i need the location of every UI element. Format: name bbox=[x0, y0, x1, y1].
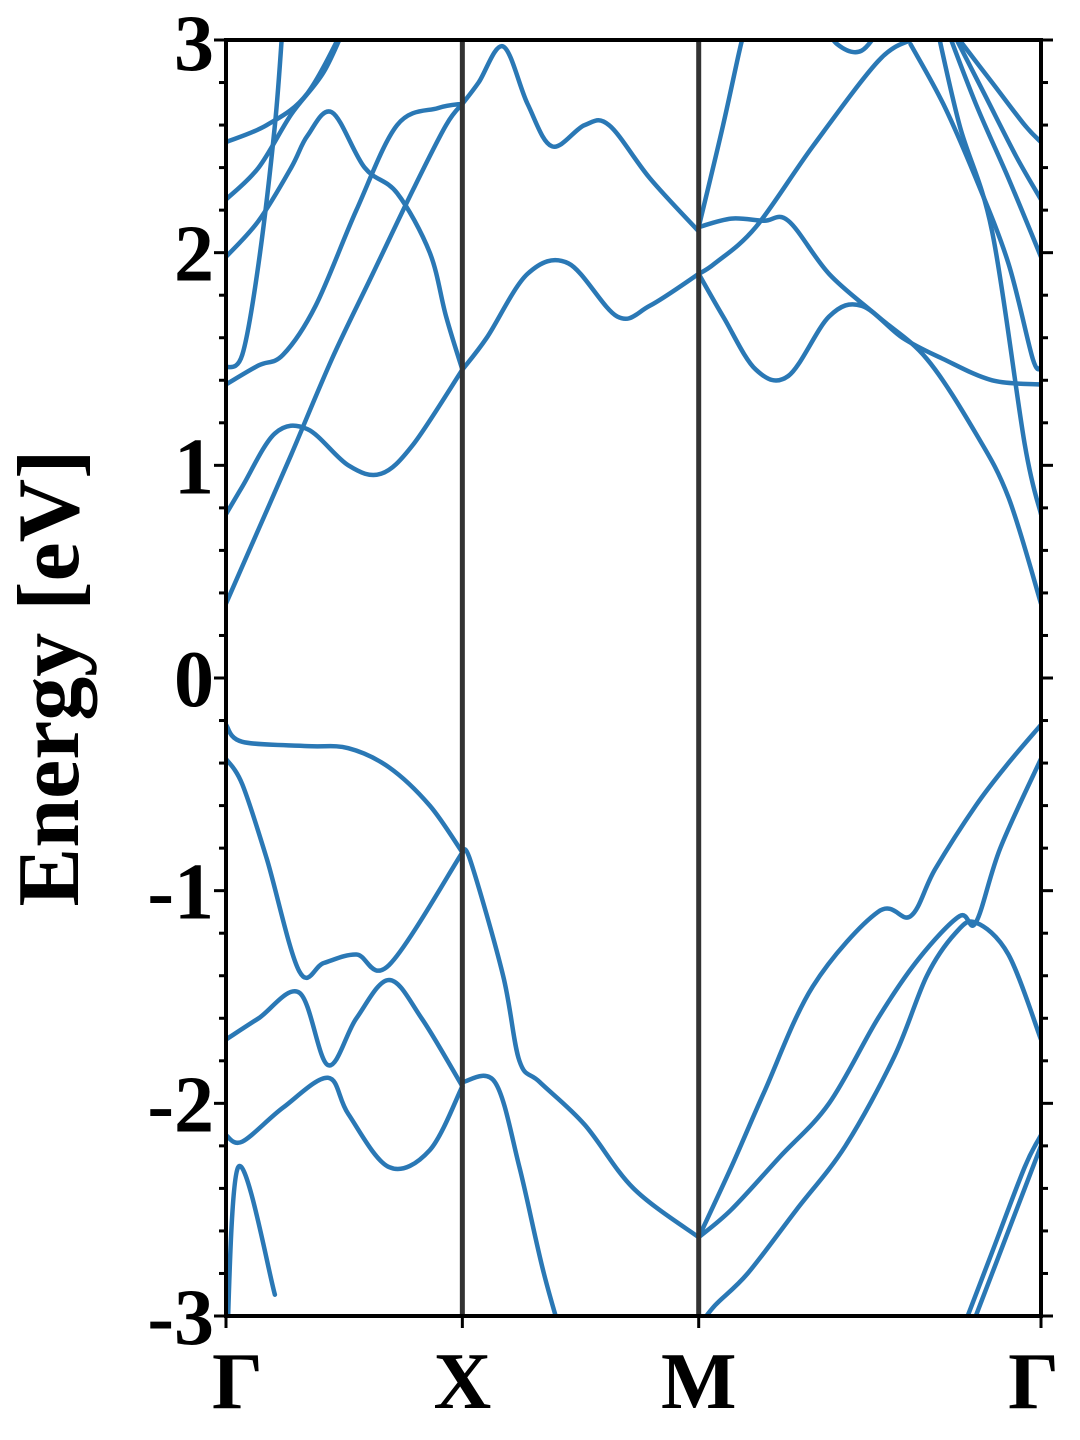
band-line-28 bbox=[948, 40, 1041, 260]
band-line-4 bbox=[226, 756, 465, 981]
band-line-13 bbox=[226, 101, 465, 606]
y-tick-label-5: 1 bbox=[174, 423, 214, 511]
band-line-14 bbox=[226, 367, 465, 517]
y-tick-label-2: -2 bbox=[147, 1061, 214, 1149]
x-tick-label-3: M bbox=[661, 1338, 737, 1426]
band-line-8 bbox=[703, 919, 1041, 1316]
band-line-27 bbox=[937, 40, 1041, 517]
band-line-11 bbox=[973, 1143, 1041, 1316]
band-line-20 bbox=[460, 257, 701, 372]
band-line-1 bbox=[226, 1163, 278, 1316]
band-line-2 bbox=[226, 1075, 465, 1172]
kpoint-lines-group bbox=[459, 40, 702, 1316]
y-tick-label-6: 2 bbox=[174, 211, 214, 299]
band-line-10 bbox=[696, 722, 1041, 1240]
band-line-29 bbox=[954, 40, 1041, 202]
band-line-12 bbox=[965, 1132, 1041, 1316]
band-line-6 bbox=[460, 847, 701, 1240]
x-tick-label-2: X bbox=[433, 1338, 491, 1426]
band-line-7 bbox=[460, 1073, 558, 1316]
band-line-25 bbox=[696, 40, 745, 230]
band-line-31 bbox=[830, 40, 875, 55]
band-line-17 bbox=[226, 109, 465, 372]
plot-frame bbox=[224, 38, 1043, 1318]
y-tick-label-1: -3 bbox=[147, 1274, 214, 1362]
y-tick-label-3: -1 bbox=[147, 849, 214, 937]
band-line-18 bbox=[226, 40, 342, 202]
band-line-3 bbox=[226, 977, 465, 1089]
band-line-9 bbox=[696, 756, 1041, 1240]
band-line-19 bbox=[226, 40, 341, 145]
y-tick-label-7: 3 bbox=[174, 0, 214, 88]
band-line-23 bbox=[696, 214, 1041, 606]
band-line-21 bbox=[460, 44, 701, 234]
band-line-15 bbox=[226, 101, 465, 387]
band-line-30 bbox=[957, 40, 1041, 145]
band-line-22 bbox=[696, 271, 1041, 387]
y-ticks-group: -3 -2 -1 0 1 2 3 bbox=[147, 0, 1053, 1362]
bands-group bbox=[226, 40, 1041, 1316]
band-line-16 bbox=[226, 40, 284, 370]
x-tick-label-1: Γ bbox=[212, 1338, 263, 1426]
band-line-26 bbox=[908, 42, 1041, 372]
y-axis-label: Energy [eV] bbox=[1, 450, 98, 907]
x-tick-label-4: Γ bbox=[1008, 1338, 1059, 1426]
y-tick-label-4: 0 bbox=[174, 636, 214, 724]
band-line-5 bbox=[226, 722, 465, 855]
band-line-24 bbox=[696, 40, 913, 277]
